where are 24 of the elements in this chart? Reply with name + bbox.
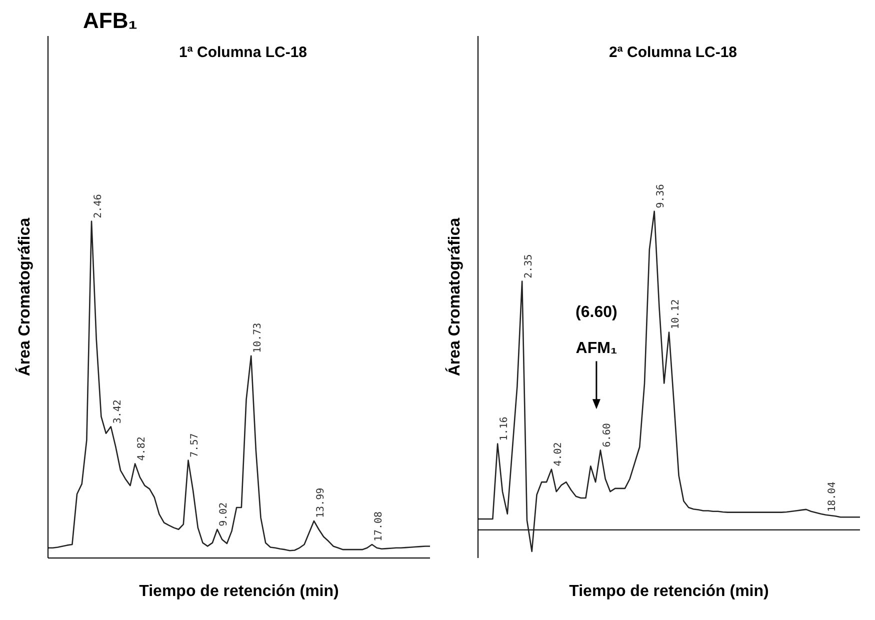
annotation: 4.82 [136,436,148,461]
annotation: 13.99 [315,488,326,518]
annotation: AFM₁ [576,340,618,358]
text: 9.36 [656,184,667,208]
annotation: 1.16 [498,416,510,441]
annotation: 17.08 [373,511,384,542]
annotation: 4.02 [552,442,564,466]
annotation: 9.02 [218,502,230,526]
chart-title: 1ª Columna LC-18 [178,44,308,61]
annotation: 7.57 [190,433,201,458]
y-axis-title: Área Cromatográfica [14,218,34,376]
annotation: 2.35 [523,254,534,278]
chart-title: 2ª Columna LC-18 [608,44,738,61]
annotation: 3.42 [112,400,124,424]
annotation: 10.12 [670,299,682,330]
y-axis-title: Área Cromatográfica [444,218,464,376]
x-axis-title: Tiempo de retención (min) [569,583,769,600]
text: 2.46 [92,194,104,218]
text: AFB₁ [83,8,138,34]
annotation: (6.60) [576,304,618,322]
annotation: 18.04 [827,482,838,512]
annotation: 6.60 [602,423,613,448]
x-axis-title: Tiempo de retención (min) [139,583,339,600]
annotation: 10.73 [252,322,264,353]
